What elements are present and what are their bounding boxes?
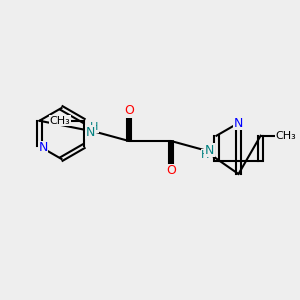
Text: CH₃: CH₃ <box>49 116 70 126</box>
Text: N: N <box>205 143 214 157</box>
Text: O: O <box>166 164 176 178</box>
Text: N: N <box>234 116 243 130</box>
Text: N: N <box>38 141 48 154</box>
Text: CH₃: CH₃ <box>275 131 296 141</box>
Text: N: N <box>86 125 95 139</box>
Text: H: H <box>90 122 99 133</box>
Text: O: O <box>124 104 134 118</box>
Text: H: H <box>201 149 210 160</box>
